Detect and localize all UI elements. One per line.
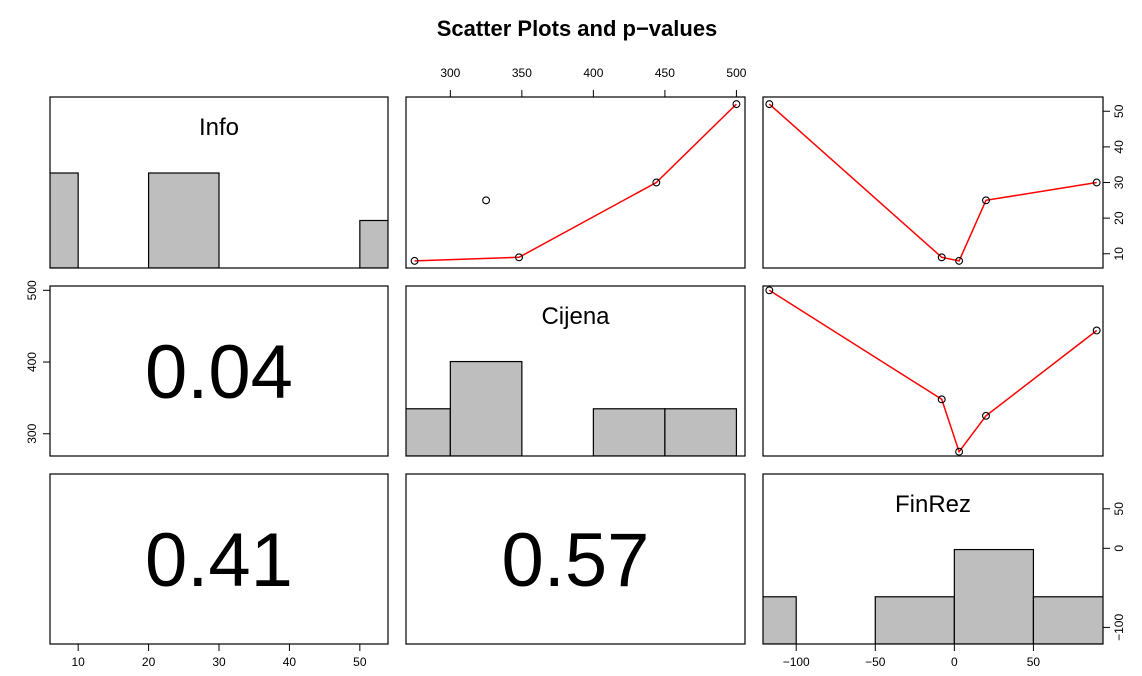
tick-label: 400 — [583, 66, 603, 80]
tick-label: 400 — [25, 352, 39, 372]
smooth-line — [768, 289, 1098, 454]
data-point — [765, 100, 774, 109]
tick-label: 40 — [283, 655, 297, 669]
tick-label: 350 — [512, 66, 532, 80]
panel-frame — [405, 473, 746, 645]
variable-label-finrez: FinRez — [895, 491, 971, 518]
histogram-bar — [359, 219, 388, 268]
data-point — [410, 256, 419, 265]
data-point — [937, 395, 946, 404]
tick-label: 40 — [1112, 140, 1126, 154]
scatter-info-vs-finrez — [765, 100, 1101, 265]
scatter-info-vs-cijena — [410, 100, 741, 265]
data-point — [652, 178, 661, 187]
tick-label: −50 — [865, 655, 886, 669]
panel-frame — [405, 96, 746, 269]
x-axis-bottom-finrez: −100 −50 0 50 — [783, 643, 1041, 669]
tick-label: 30 — [1112, 176, 1126, 190]
histogram-bar — [147, 172, 220, 268]
tick-label: 500 — [25, 280, 39, 300]
panel-frame — [762, 96, 1104, 269]
data-point — [955, 447, 964, 456]
data-point — [1092, 178, 1101, 187]
histogram-bar — [449, 360, 523, 456]
tick-label: 0 — [1112, 545, 1126, 552]
tick-label: 0 — [951, 655, 958, 669]
tick-label: 300 — [440, 66, 460, 80]
histogram-bar — [406, 408, 451, 456]
histogram-bar — [953, 548, 1035, 644]
tick-label: 20 — [142, 655, 156, 669]
tick-label: 50 — [1112, 104, 1126, 118]
tick-label: 450 — [655, 66, 675, 80]
panel-frame — [405, 285, 746, 457]
tick-label: 10 — [1112, 247, 1126, 261]
tick-label: −100 — [783, 655, 810, 669]
histogram-bar — [50, 172, 79, 268]
p-value-finrez-info: 0.41 — [145, 518, 293, 603]
histogram-info — [50, 172, 388, 268]
histogram-bar — [1032, 596, 1103, 644]
y-axis-left-cijena: 300 400 500 — [25, 280, 51, 444]
histogram-bar — [874, 596, 955, 644]
data-point — [937, 253, 946, 262]
histogram-finrez — [763, 548, 1103, 644]
tick-label: 30 — [212, 655, 226, 669]
histogram-bar — [592, 408, 666, 456]
histogram-bar — [664, 408, 738, 456]
tick-label: 20 — [1112, 211, 1126, 225]
x-axis-bottom-info: 10 20 30 40 50 — [71, 643, 367, 669]
chart-title: Scatter Plots and p−values — [437, 16, 718, 41]
y-axis-right-finrez: −100 0 50 — [1102, 502, 1126, 641]
tick-label: 300 — [25, 423, 39, 443]
tick-label: 50 — [1112, 502, 1126, 516]
p-value-finrez-cijena: 0.57 — [502, 518, 650, 603]
histogram-bar — [763, 596, 797, 644]
data-point — [515, 253, 523, 262]
p-value-cijena-info: 0.04 — [145, 330, 293, 415]
data-point — [955, 256, 964, 265]
smooth-line — [414, 103, 737, 262]
variable-label-cijena: Cijena — [541, 303, 610, 330]
data-point — [765, 286, 774, 295]
x-axis-top-cijena: 300 350 400 450 500 — [440, 66, 747, 98]
data-point — [482, 196, 491, 205]
y-axis-right-info: 10 20 30 40 50 — [1102, 104, 1126, 261]
variable-label-info: Info — [199, 114, 239, 141]
data-point — [982, 411, 990, 420]
tick-label: 50 — [1027, 655, 1041, 669]
smooth-line — [768, 103, 1097, 262]
data-point — [982, 196, 990, 205]
tick-label: −100 — [1112, 614, 1126, 641]
data-point — [1092, 326, 1101, 335]
tick-label: 10 — [71, 655, 85, 669]
data-point — [732, 100, 741, 109]
panel-frame — [49, 96, 389, 269]
tick-label: 50 — [353, 655, 367, 669]
tick-label: 500 — [726, 66, 746, 80]
histogram-cijena — [406, 360, 738, 456]
panel-frame — [762, 285, 1104, 457]
scatter-cijena-vs-finrez — [765, 286, 1101, 456]
